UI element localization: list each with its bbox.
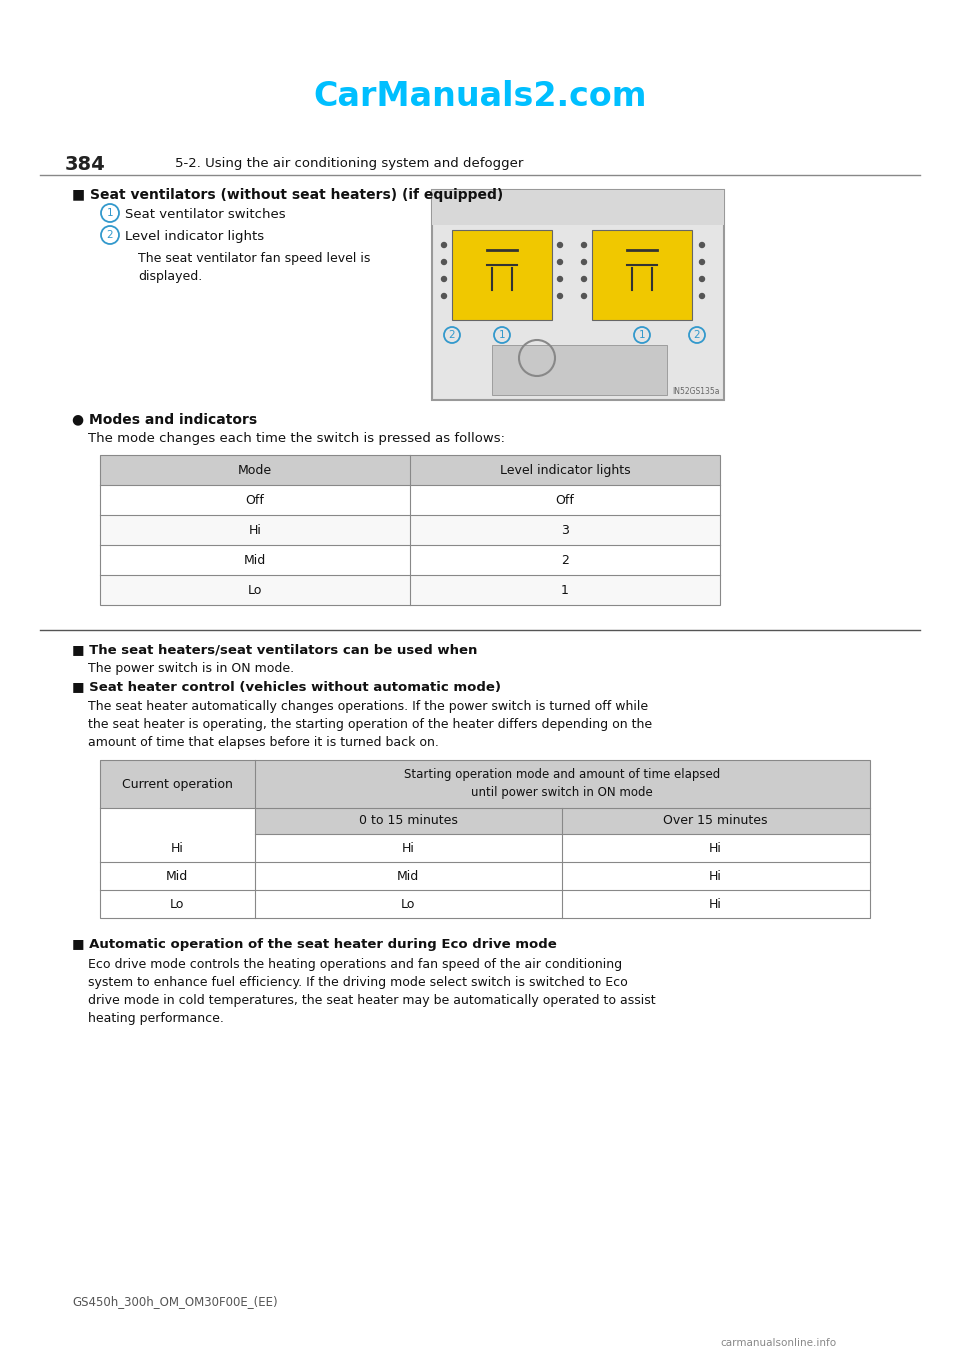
Text: ■ Seat heater control (vehicles without automatic mode): ■ Seat heater control (vehicles without … bbox=[72, 680, 501, 693]
Bar bbox=[592, 230, 692, 320]
Text: The mode changes each time the switch is pressed as follows:: The mode changes each time the switch is… bbox=[88, 432, 505, 445]
Text: Hi: Hi bbox=[401, 842, 415, 856]
Text: 384: 384 bbox=[65, 155, 106, 174]
Bar bbox=[100, 760, 255, 808]
Text: 2: 2 bbox=[107, 230, 113, 240]
Text: 1: 1 bbox=[638, 330, 645, 340]
Bar bbox=[255, 808, 870, 834]
Text: Hi: Hi bbox=[708, 842, 721, 856]
Circle shape bbox=[582, 259, 587, 265]
Circle shape bbox=[582, 243, 587, 247]
Circle shape bbox=[442, 277, 446, 281]
Text: ● Modes and indicators: ● Modes and indicators bbox=[72, 411, 257, 426]
Circle shape bbox=[558, 259, 563, 265]
Bar bbox=[100, 515, 720, 545]
Circle shape bbox=[442, 293, 446, 299]
Circle shape bbox=[582, 277, 587, 281]
Text: 0 to 15 minutes: 0 to 15 minutes bbox=[359, 813, 457, 827]
Text: Hi: Hi bbox=[708, 870, 721, 883]
Text: Mode: Mode bbox=[238, 464, 272, 477]
Text: Hi: Hi bbox=[708, 898, 721, 911]
Circle shape bbox=[442, 259, 446, 265]
Circle shape bbox=[700, 243, 705, 247]
Bar bbox=[432, 190, 724, 401]
Text: Seat ventilator switches: Seat ventilator switches bbox=[125, 208, 286, 221]
Circle shape bbox=[442, 243, 446, 247]
Text: Mid: Mid bbox=[166, 870, 188, 883]
Text: Hi: Hi bbox=[171, 842, 183, 856]
Circle shape bbox=[700, 259, 705, 265]
Bar bbox=[100, 760, 870, 918]
Bar bbox=[492, 345, 667, 395]
Text: Mid: Mid bbox=[244, 554, 266, 568]
Text: Level indicator lights: Level indicator lights bbox=[500, 464, 631, 477]
Text: Hi: Hi bbox=[249, 524, 261, 536]
Circle shape bbox=[558, 277, 563, 281]
Bar bbox=[100, 485, 720, 515]
Circle shape bbox=[582, 293, 587, 299]
Text: Mid: Mid bbox=[396, 870, 420, 883]
Circle shape bbox=[700, 277, 705, 281]
Text: 3: 3 bbox=[561, 524, 569, 536]
Bar bbox=[432, 190, 724, 225]
Bar bbox=[255, 760, 870, 808]
Text: Lo: Lo bbox=[401, 898, 415, 911]
Text: Over 15 minutes: Over 15 minutes bbox=[662, 813, 767, 827]
Text: 1: 1 bbox=[498, 330, 505, 340]
Bar bbox=[452, 230, 552, 320]
Text: 2: 2 bbox=[561, 554, 569, 568]
Text: CarManuals2.com: CarManuals2.com bbox=[313, 80, 647, 113]
Text: ■ The seat heaters/seat ventilators can be used when: ■ The seat heaters/seat ventilators can … bbox=[72, 642, 477, 656]
Text: Level indicator lights: Level indicator lights bbox=[125, 230, 264, 243]
Text: 2: 2 bbox=[694, 330, 700, 340]
Bar bbox=[100, 545, 720, 574]
Circle shape bbox=[558, 243, 563, 247]
Text: The seat heater automatically changes operations. If the power switch is turned : The seat heater automatically changes op… bbox=[88, 699, 652, 750]
Text: IN52GS135a: IN52GS135a bbox=[673, 387, 720, 397]
Text: The seat ventilator fan speed level is
displayed.: The seat ventilator fan speed level is d… bbox=[138, 253, 371, 282]
Text: Off: Off bbox=[556, 494, 574, 507]
Text: 2: 2 bbox=[448, 330, 455, 340]
Circle shape bbox=[700, 293, 705, 299]
Text: ■ Seat ventilators (without seat heaters) (if equipped): ■ Seat ventilators (without seat heaters… bbox=[72, 187, 503, 202]
Text: carmanualsonline.info: carmanualsonline.info bbox=[720, 1338, 836, 1348]
Text: 1: 1 bbox=[561, 584, 569, 598]
Circle shape bbox=[558, 293, 563, 299]
Text: ■ Automatic operation of the seat heater during Eco drive mode: ■ Automatic operation of the seat heater… bbox=[72, 938, 557, 951]
Text: Lo: Lo bbox=[170, 898, 184, 911]
Text: 5-2. Using the air conditioning system and defogger: 5-2. Using the air conditioning system a… bbox=[175, 158, 523, 170]
Text: 1: 1 bbox=[107, 208, 113, 219]
Bar bbox=[100, 574, 720, 606]
Text: Eco drive mode controls the heating operations and fan speed of the air conditio: Eco drive mode controls the heating oper… bbox=[88, 957, 656, 1025]
Text: Lo: Lo bbox=[248, 584, 262, 598]
Text: Off: Off bbox=[246, 494, 264, 507]
Bar bbox=[100, 455, 720, 485]
Text: Current operation: Current operation bbox=[122, 778, 232, 790]
Bar bbox=[100, 455, 720, 606]
Text: Starting operation mode and amount of time elapsed
until power switch in ON mode: Starting operation mode and amount of ti… bbox=[404, 769, 720, 799]
Text: GS450h_300h_OM_OM30F00E_(EE): GS450h_300h_OM_OM30F00E_(EE) bbox=[72, 1296, 277, 1308]
Text: The power switch is in ON mode.: The power switch is in ON mode. bbox=[88, 661, 294, 675]
